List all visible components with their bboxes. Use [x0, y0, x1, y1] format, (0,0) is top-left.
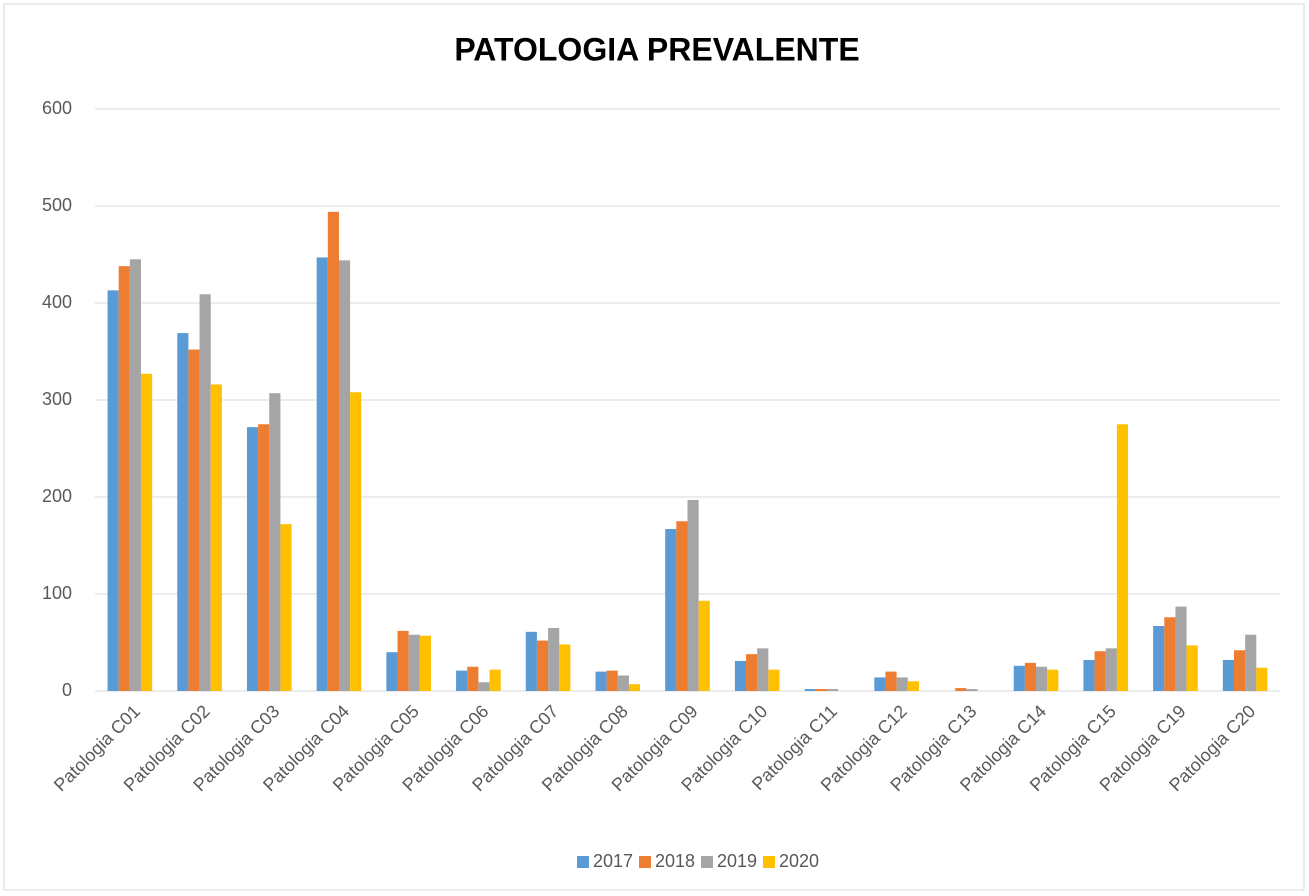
bar: [141, 373, 153, 691]
bar: [628, 684, 641, 691]
bar: [665, 529, 677, 691]
legend-swatch: [763, 856, 775, 868]
bar: [1245, 634, 1257, 691]
bar: [1164, 617, 1176, 691]
legend-label: 2020: [779, 851, 819, 871]
y-tick-label: 0: [62, 680, 72, 700]
legend-label: 2018: [655, 851, 695, 871]
bar: [734, 660, 747, 691]
bar: [1047, 669, 1059, 691]
bar: [548, 627, 560, 691]
y-tick-label: 100: [42, 583, 72, 603]
bar: [1013, 665, 1025, 691]
bar: [118, 266, 130, 691]
legend-swatch: [577, 856, 589, 868]
bar: [1036, 666, 1048, 691]
bar: [199, 294, 211, 691]
bar: [188, 349, 200, 691]
bar: [489, 669, 501, 691]
bar: [826, 689, 839, 691]
bar: [338, 260, 351, 691]
bar: [606, 670, 618, 691]
bar: [129, 259, 142, 691]
bar: [1175, 606, 1187, 691]
bar: [595, 671, 607, 691]
bar: [687, 499, 699, 691]
bar: [1186, 645, 1198, 691]
bar: [966, 689, 978, 691]
bar: [896, 677, 908, 691]
bar: [386, 652, 398, 691]
y-tick-label: 400: [42, 292, 72, 312]
bar: [1083, 659, 1095, 691]
bar: [408, 634, 420, 691]
bar: [815, 689, 827, 691]
bar: [456, 670, 468, 691]
bar: [559, 644, 571, 691]
bar: [1153, 626, 1165, 691]
y-tick-label: 500: [42, 195, 72, 215]
bar: [536, 640, 549, 691]
bar: [280, 524, 292, 691]
bar: [177, 333, 189, 691]
bar: [1222, 659, 1234, 691]
bar: [478, 682, 490, 691]
bar: [757, 648, 769, 691]
bar: [676, 521, 688, 691]
bar: [258, 424, 270, 691]
legend-swatch: [639, 856, 651, 868]
legend-swatch: [701, 856, 713, 868]
bar: [698, 600, 710, 691]
chart-title: PATOLOGIA PREVALENTE: [454, 31, 859, 67]
bar: [525, 631, 537, 691]
y-tick-label: 600: [42, 98, 72, 118]
bar: [327, 211, 339, 691]
bar: [397, 630, 409, 691]
bar: [768, 669, 780, 691]
bar: [617, 675, 629, 691]
bar: [350, 392, 362, 691]
bar: [467, 666, 479, 691]
bar: [1116, 424, 1129, 691]
bar: [316, 257, 328, 691]
bar: [1256, 667, 1268, 691]
bar: [874, 677, 886, 691]
bar: [1105, 648, 1117, 691]
bar: [1094, 651, 1106, 691]
legend-label: 2017: [593, 851, 633, 871]
bar: [1233, 650, 1246, 691]
legend-label: 2019: [717, 851, 757, 871]
bar: [885, 671, 897, 691]
bar: [107, 290, 119, 691]
bar: [804, 689, 816, 691]
bar: [907, 681, 919, 691]
bar: [210, 384, 222, 691]
bar: [746, 654, 758, 691]
bar: [419, 635, 431, 691]
bar: [1024, 662, 1037, 691]
bar: [269, 393, 281, 691]
bar: [246, 427, 259, 691]
y-tick-label: 300: [42, 389, 72, 409]
bar: [955, 688, 967, 691]
y-tick-label: 200: [42, 486, 72, 506]
